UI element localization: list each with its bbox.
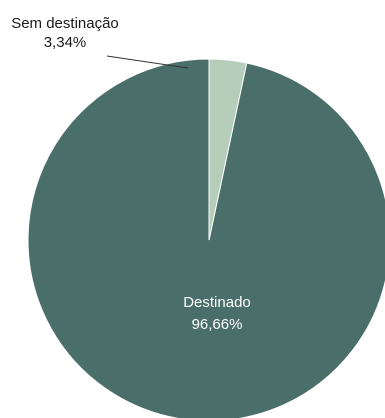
pie-slice-sem-destina-o	[208, 58, 248, 241]
leader-line	[106, 55, 189, 69]
slice-value-label: 96,66%	[192, 316, 243, 333]
slices-layer	[27, 58, 385, 418]
slice-value-label: 3,34%	[44, 34, 87, 51]
slice-name-label: Destinado	[183, 294, 251, 311]
slice-label-destinado: Destinado 96,66%	[183, 294, 251, 333]
slice-name-label: Sem destinação	[11, 15, 119, 32]
pie-slice-destinado	[27, 58, 385, 418]
slice-label-sem-destinacao: Sem destinação 3,34%	[11, 15, 119, 51]
